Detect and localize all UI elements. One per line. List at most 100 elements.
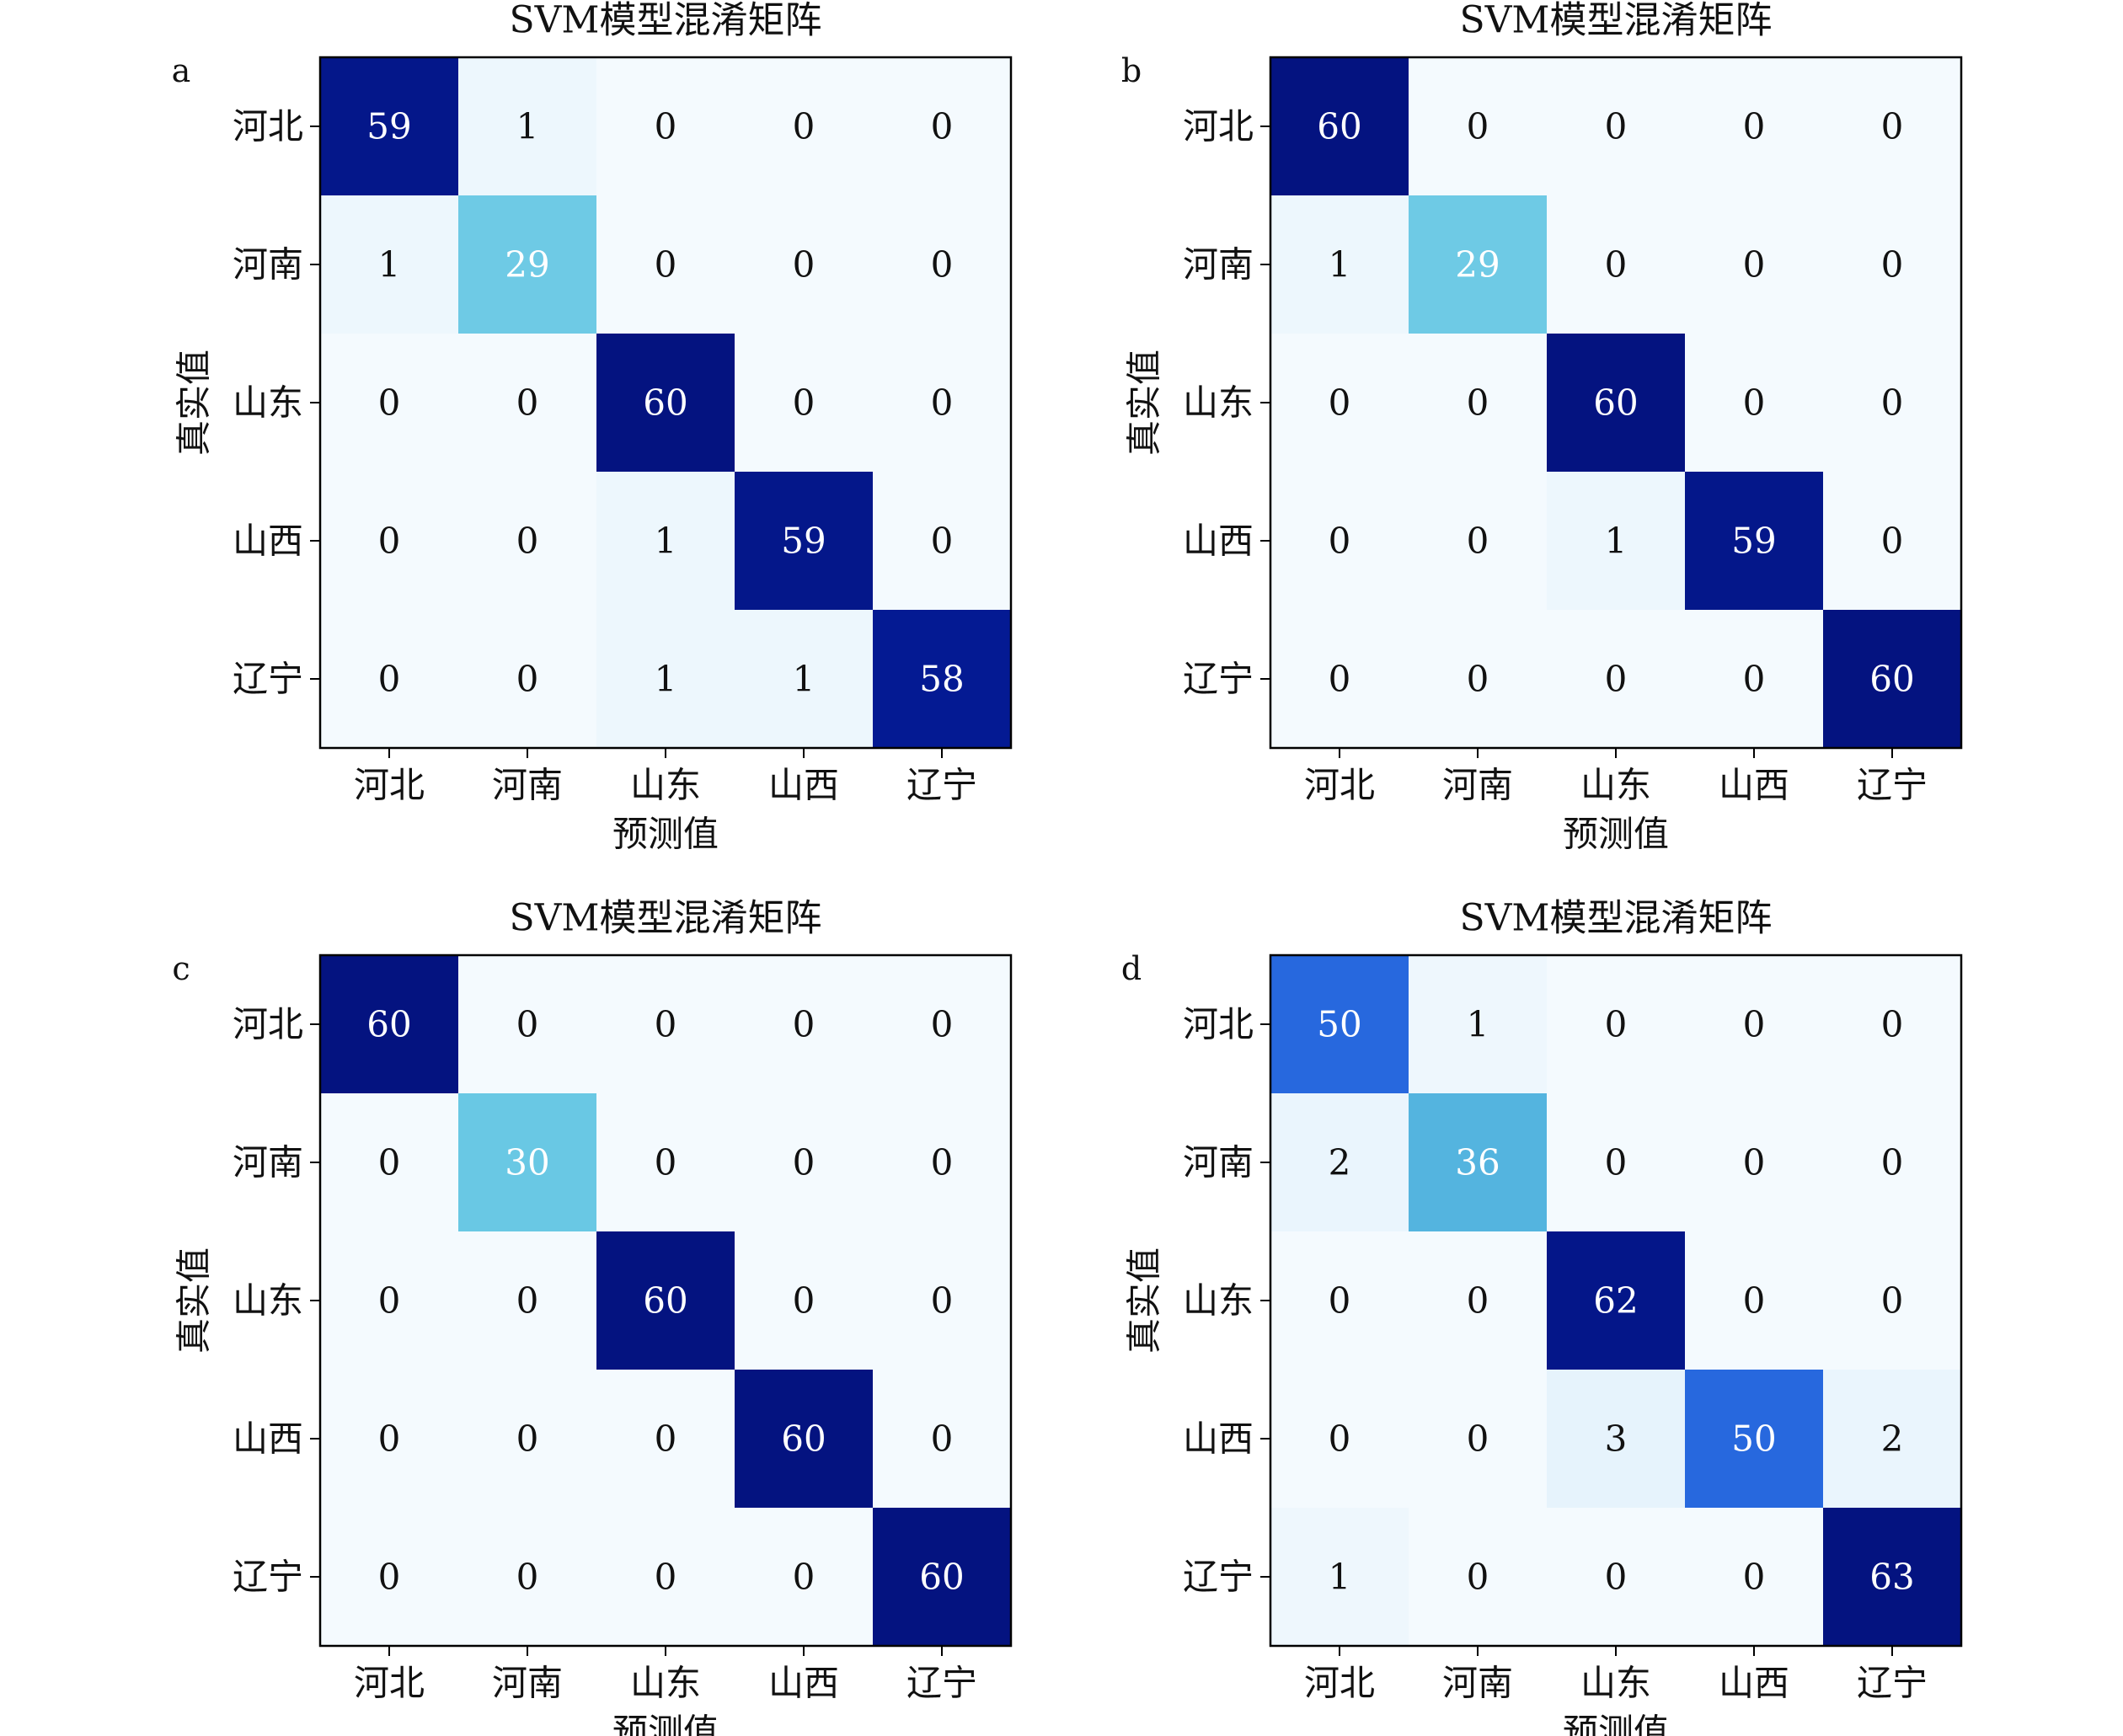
panel-letter: d bbox=[1121, 950, 1142, 987]
cell-value-label: 1 bbox=[1467, 1004, 1489, 1045]
cell-value-label: 1 bbox=[378, 244, 401, 286]
cell-value-label: 0 bbox=[655, 1557, 677, 1598]
cell-value-label: 0 bbox=[931, 521, 954, 562]
heatmap-cell bbox=[1270, 1093, 1409, 1232]
cell-value-label: 0 bbox=[1467, 1280, 1489, 1322]
y-axis-label: 真实值 bbox=[1124, 1247, 1165, 1354]
x-tick-label: 河南 bbox=[1442, 1663, 1513, 1704]
cell-value-label: 0 bbox=[378, 659, 401, 700]
cell-value-label: 0 bbox=[1881, 1004, 1904, 1045]
x-tick-label: 河南 bbox=[492, 765, 563, 806]
cell-value-label: 0 bbox=[378, 521, 401, 562]
heatmap-cell bbox=[1823, 1370, 1962, 1509]
heatmap-cell bbox=[1409, 195, 1548, 334]
heatmap-cell bbox=[735, 610, 874, 749]
cell-value-label: 0 bbox=[931, 1280, 954, 1322]
cell-value-label: 0 bbox=[1329, 659, 1351, 700]
cell-value-label: 0 bbox=[655, 1418, 677, 1460]
panel-letter: b bbox=[1121, 52, 1142, 89]
cell-value-label: 3 bbox=[1605, 1418, 1628, 1460]
y-axis-label: 真实值 bbox=[174, 1247, 215, 1354]
cell-value-label: 0 bbox=[1467, 382, 1489, 424]
cell-value-label: 0 bbox=[931, 1418, 954, 1460]
cell-value-label: 0 bbox=[1881, 382, 1904, 424]
heatmap-cell bbox=[735, 1093, 874, 1232]
heatmap-cell bbox=[1547, 610, 1686, 749]
heatmap-cell bbox=[320, 57, 459, 196]
heatmap-cell bbox=[1823, 955, 1962, 1094]
heatmap-cell bbox=[596, 472, 735, 611]
cell-value-label: 0 bbox=[931, 1004, 954, 1045]
cell-value-label: 29 bbox=[505, 244, 549, 286]
cell-value-label: 0 bbox=[931, 382, 954, 424]
cell-value-label: 0 bbox=[793, 244, 816, 286]
x-tick-label: 河北 bbox=[1304, 765, 1375, 806]
x-tick-label: 河北 bbox=[1304, 1663, 1375, 1704]
cell-value-label: 50 bbox=[1317, 1004, 1361, 1045]
heatmap-cell bbox=[320, 955, 459, 1094]
heatmap-cell bbox=[320, 195, 459, 334]
heatmap-cell bbox=[1270, 57, 1409, 196]
cell-value-label: 0 bbox=[1743, 659, 1766, 700]
cell-value-label: 0 bbox=[1743, 1557, 1766, 1598]
x-tick-label: 山东 bbox=[1580, 765, 1651, 806]
cell-value-label: 60 bbox=[919, 1557, 964, 1598]
cell-value-label: 0 bbox=[1605, 1142, 1628, 1183]
cell-value-label: 0 bbox=[931, 244, 954, 286]
cell-value-label: 0 bbox=[655, 1142, 677, 1183]
cell-value-label: 0 bbox=[655, 106, 677, 147]
cell-value-label: 63 bbox=[1869, 1557, 1914, 1598]
y-tick-label: 山东 bbox=[1183, 1280, 1254, 1322]
y-tick-label: 辽宁 bbox=[1183, 659, 1254, 700]
cell-value-label: 60 bbox=[1317, 106, 1361, 147]
heatmap-cell bbox=[1270, 955, 1409, 1094]
heatmap-cell bbox=[458, 57, 597, 196]
heatmap-cell bbox=[1547, 1508, 1686, 1647]
heatmap-cell bbox=[1823, 610, 1962, 749]
x-tick-label: 辽宁 bbox=[1857, 1663, 1928, 1704]
chart-title: SVM模型混淆矩阵 bbox=[1460, 0, 1773, 42]
cell-value-label: 0 bbox=[1743, 244, 1766, 286]
heatmap-cell bbox=[320, 472, 459, 611]
heatmap-cell bbox=[735, 1231, 874, 1370]
heatmap-cell bbox=[735, 1508, 874, 1647]
cell-value-label: 0 bbox=[1329, 1280, 1351, 1322]
cell-value-label: 36 bbox=[1455, 1142, 1500, 1183]
heatmap-cell bbox=[1409, 1508, 1548, 1647]
heatmap-cell bbox=[1409, 57, 1548, 196]
cell-value-label: 0 bbox=[1881, 521, 1904, 562]
y-tick-label: 山东 bbox=[1183, 382, 1254, 424]
cell-value-label: 0 bbox=[793, 1557, 816, 1598]
cell-value-label: 0 bbox=[1467, 659, 1489, 700]
heatmap-cell bbox=[735, 1370, 874, 1509]
heatmap-cell bbox=[1547, 1231, 1686, 1370]
heatmap-cell bbox=[596, 1370, 735, 1509]
cell-value-label: 0 bbox=[931, 106, 954, 147]
cell-value-label: 0 bbox=[1743, 1004, 1766, 1045]
heatmap-cell bbox=[320, 1093, 459, 1232]
heatmap-cell bbox=[596, 195, 735, 334]
heatmap-cell bbox=[873, 334, 1012, 473]
cell-value-label: 0 bbox=[1605, 1557, 1628, 1598]
cell-value-label: 0 bbox=[1743, 1280, 1766, 1322]
cell-value-label: 60 bbox=[781, 1418, 826, 1460]
cell-value-label: 1 bbox=[516, 106, 539, 147]
y-tick-label: 河南 bbox=[1183, 244, 1254, 286]
heatmap-cell bbox=[1823, 57, 1962, 196]
x-axis-label: 预测值 bbox=[612, 814, 719, 855]
heatmap-cell bbox=[458, 195, 597, 334]
heatmap-cell bbox=[1547, 195, 1686, 334]
heatmap-cell bbox=[873, 955, 1012, 1094]
heatmap-cell bbox=[873, 1508, 1012, 1647]
heatmap-cell bbox=[1823, 1093, 1962, 1232]
cell-value-label: 0 bbox=[378, 1418, 401, 1460]
panel-letter: a bbox=[172, 52, 191, 89]
cell-value-label: 1 bbox=[655, 659, 677, 700]
heatmap-cell bbox=[1547, 334, 1686, 473]
cell-value-label: 60 bbox=[1869, 659, 1914, 700]
cell-value-label: 0 bbox=[1605, 1004, 1628, 1045]
y-tick-label: 山西 bbox=[1183, 521, 1254, 562]
heatmap-cell bbox=[1685, 57, 1824, 196]
cell-value-label: 60 bbox=[643, 382, 687, 424]
heatmap-cell bbox=[596, 610, 735, 749]
